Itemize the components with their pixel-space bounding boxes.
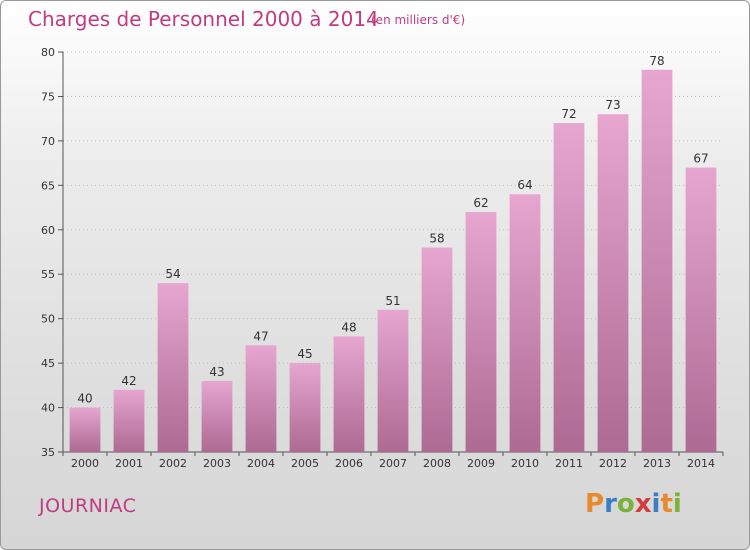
data-label: 73 [605, 98, 620, 112]
bar-2000 [69, 407, 101, 452]
bar-2003 [201, 380, 233, 452]
data-label: 62 [473, 196, 488, 210]
bar-2014 [685, 167, 717, 453]
bar-2006 [333, 336, 365, 452]
x-tick-label: 2012 [599, 457, 627, 470]
chart-title: Charges de Personnel 2000 à 2014 [28, 7, 379, 31]
x-tick-label: 2008 [423, 457, 451, 470]
y-tick-label: 65 [41, 179, 55, 192]
logo-letter: i [651, 489, 661, 519]
logo-letter: x [634, 489, 652, 519]
x-tick-label: 2007 [379, 457, 407, 470]
bar-2010 [509, 194, 541, 452]
bar-2004 [245, 345, 277, 452]
bar-2009 [465, 212, 497, 452]
x-tick-label: 2009 [467, 457, 495, 470]
proxiti-logo[interactable]: Proxiti [585, 489, 682, 519]
logo-letter: r [604, 489, 617, 519]
y-tick-label: 40 [41, 402, 55, 415]
data-labels: 40 42 54 43 47 45 48 51 58 62 64 72 73 78 67 [77, 54, 708, 406]
bar-2011 [553, 123, 585, 452]
data-label: 51 [385, 294, 400, 308]
y-tick-label: 60 [41, 224, 55, 237]
data-label: 67 [693, 152, 708, 166]
data-label: 43 [209, 365, 224, 379]
data-label: 54 [165, 267, 180, 281]
logo-letter: t [660, 489, 673, 519]
data-label: 47 [253, 329, 268, 343]
data-label: 42 [121, 374, 136, 388]
x-tick-label: 2010 [511, 457, 539, 470]
y-tick-label: 45 [41, 357, 55, 370]
y-tick-label: 80 [41, 46, 55, 59]
bar-2001 [113, 389, 145, 452]
bar-2008 [421, 247, 453, 452]
x-tick-label: 2003 [203, 457, 231, 470]
x-tick-label: 2013 [643, 457, 671, 470]
bar-2005 [289, 363, 321, 452]
logo-letter: o [616, 489, 635, 519]
x-tick-label: 2000 [71, 457, 99, 470]
x-tick-label: 2014 [687, 457, 715, 470]
x-tick-label: 2001 [115, 457, 143, 470]
commune-name: JOURNIAC [39, 495, 137, 517]
y-tick-label: 50 [41, 313, 55, 326]
bar-2012 [597, 114, 629, 452]
bars [69, 69, 717, 453]
bar-2007 [377, 309, 409, 452]
x-tick-label: 2004 [247, 457, 275, 470]
data-label: 45 [297, 347, 312, 361]
y-tick-label: 35 [41, 446, 55, 459]
data-label: 48 [341, 320, 356, 334]
y-tick-label: 70 [41, 135, 55, 148]
y-tick-label: 75 [41, 90, 55, 103]
y-tick-label: 55 [41, 268, 55, 281]
data-label: 40 [77, 392, 92, 406]
data-label: 58 [429, 232, 444, 246]
x-tick-label: 2006 [335, 457, 363, 470]
logo-letter: P [585, 489, 605, 519]
logo-letter: i [672, 489, 682, 519]
x-tick-label: 2011 [555, 457, 583, 470]
chart-subtitle: (en milliers d'€) [371, 13, 466, 27]
axes: 35 40 45 50 55 60 65 70 75 80 2000 2001 2002 2003 2004… [41, 46, 724, 470]
bar-2002 [157, 283, 189, 452]
x-tick-label: 2005 [291, 457, 319, 470]
x-tick-label: 2002 [159, 457, 187, 470]
bar-2013 [641, 69, 673, 453]
data-label: 78 [649, 54, 664, 68]
data-label: 64 [517, 178, 532, 192]
data-label: 72 [561, 107, 576, 121]
